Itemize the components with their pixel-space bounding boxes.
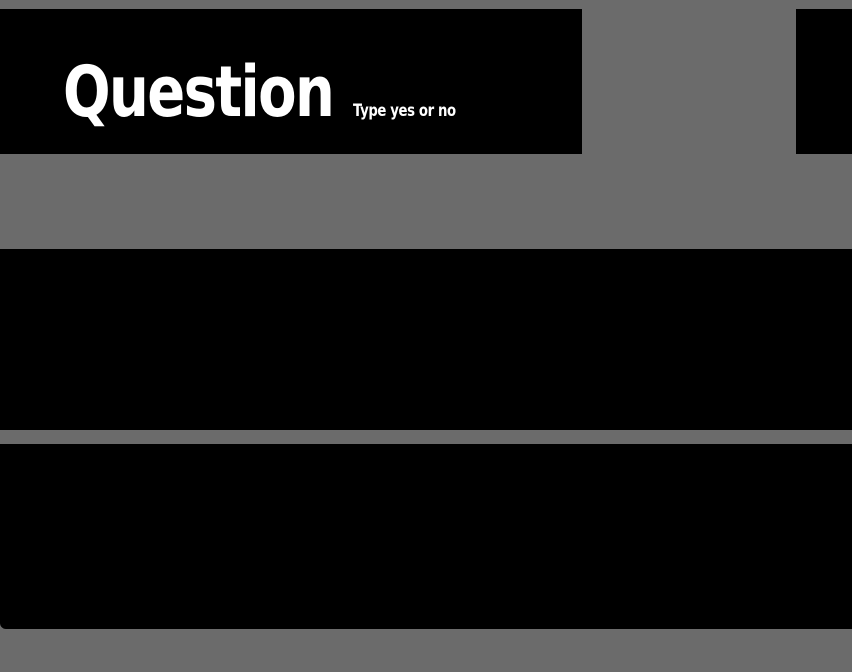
corner-panel <box>796 9 852 154</box>
answer-panel[interactable] <box>0 249 852 430</box>
question-title: Question <box>63 51 335 133</box>
question-instruction: Type yes or no <box>352 101 456 121</box>
question-header-panel: Question Type yes or no <box>0 9 582 154</box>
answer-input[interactable] <box>0 249 852 430</box>
title-row: Question Type yes or no <box>63 57 485 127</box>
output-panel <box>0 444 852 629</box>
